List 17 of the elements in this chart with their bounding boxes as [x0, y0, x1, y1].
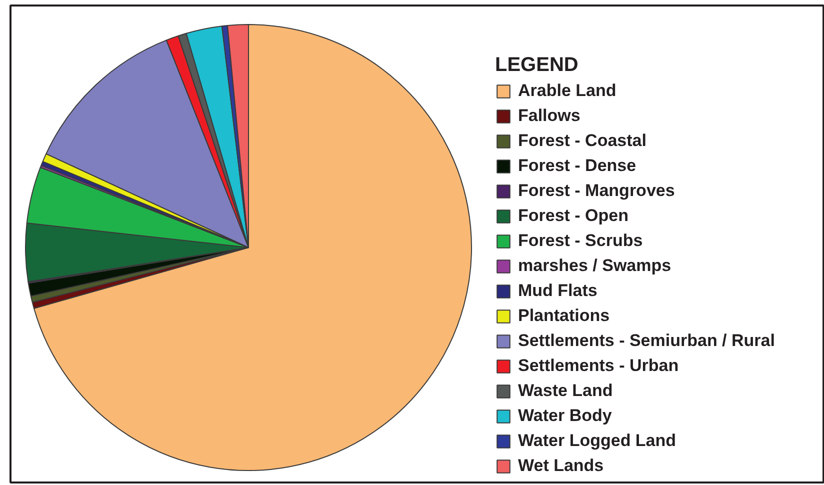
legend-label: Forest - Scrubs [518, 231, 643, 251]
legend-label: Waste Land [518, 381, 613, 401]
legend-label: Fallows [518, 106, 580, 126]
legend-label: marshes / Swamps [518, 256, 672, 276]
legend-label: Forest - Open [518, 206, 629, 226]
legend-label: Forest - Coastal [518, 131, 646, 151]
legend-label: Wet Lands [518, 456, 604, 476]
legend-label: Plantations [518, 306, 610, 326]
legend-label: Mud Flats [518, 281, 598, 301]
legend-label: Forest - Dense [518, 156, 636, 176]
legend-title: LEGEND [495, 54, 580, 77]
legend-label: Arable Land [518, 81, 616, 101]
legend-label: Settlements - Semiurban / Rural [518, 331, 775, 351]
legend-label: Water Logged Land [518, 431, 676, 451]
legend-label: Settlements - Urban [518, 356, 679, 376]
legend-label: Water Body [518, 406, 612, 426]
legend-label: Forest - Mangroves [518, 181, 675, 201]
